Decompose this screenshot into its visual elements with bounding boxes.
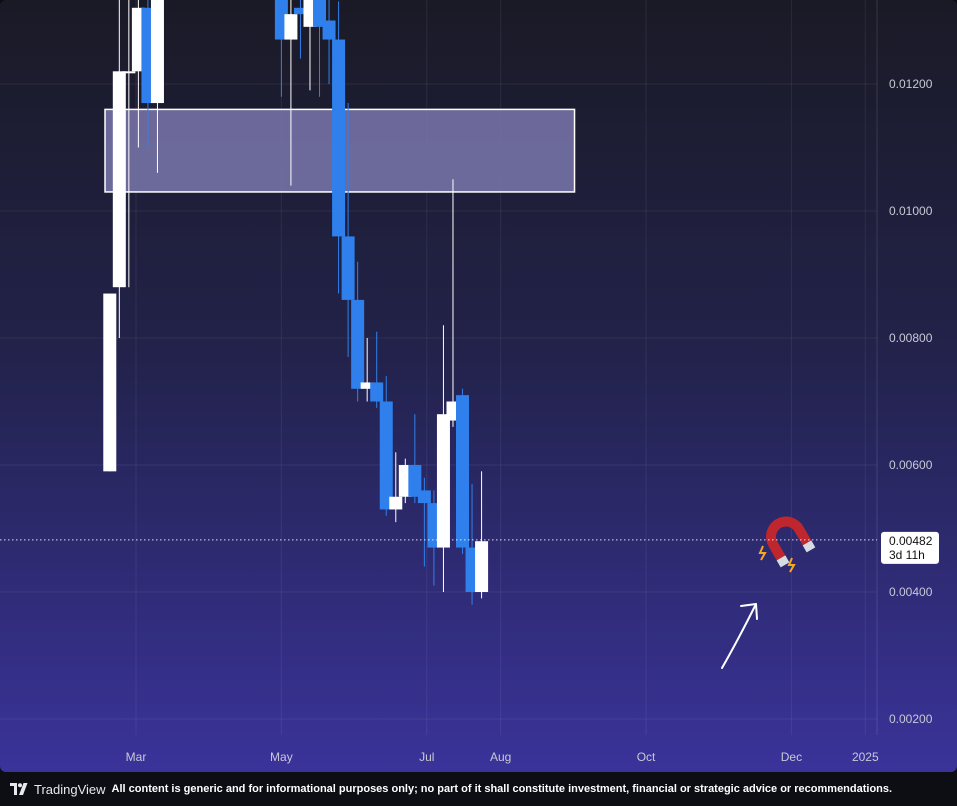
chart-panel: 0.00200 0.00400 0.00600 0.00800 0.01000 0.012… [0, 0, 957, 772]
footer-bar: TradingView All content is generic and f… [0, 772, 957, 806]
x-tick-label: Aug [490, 750, 511, 764]
candle-body [293, 7, 307, 15]
candle [370, 331, 384, 408]
candle [436, 325, 450, 592]
candle [475, 471, 489, 599]
disclaimer-text: All content is generic and for informati… [111, 783, 893, 795]
price-label-box [881, 531, 939, 564]
candle [103, 293, 117, 472]
current-price-label: 0.00482 [889, 534, 933, 548]
candle-body [475, 541, 489, 592]
candle-body [360, 382, 374, 389]
x-tick-label: Jul [419, 750, 434, 764]
candle-body [341, 236, 355, 300]
magnet-pole-right [802, 540, 816, 553]
candle-body [284, 14, 298, 40]
arrow-shaft [721, 603, 757, 669]
candle-body [417, 490, 431, 504]
candle [389, 452, 403, 523]
candle-body [351, 299, 365, 389]
x-tick-label: 2025 [852, 750, 879, 764]
candle-body [370, 382, 384, 402]
candle [360, 338, 374, 402]
candle [379, 376, 393, 516]
candle [122, 0, 136, 288]
candle-body [332, 39, 346, 237]
candle [112, 0, 126, 338]
axes: 0.00200 0.00400 0.00600 0.00800 0.01000 0.012… [0, 0, 939, 764]
brand-name[interactable]: TradingView [34, 781, 106, 797]
annotations [721, 516, 816, 669]
candle-body [112, 71, 126, 288]
candle-body [322, 20, 336, 40]
candle [417, 477, 431, 567]
y-tick-label: 0.01200 [889, 77, 933, 91]
candle-body [150, 0, 164, 104]
candle [341, 103, 355, 358]
x-tick-label: Oct [637, 750, 656, 764]
candle-body [122, 71, 136, 74]
y-tick-label: 0.00400 [889, 585, 933, 599]
magnet-body [766, 516, 812, 561]
candle-body [313, 0, 327, 27]
candle [351, 261, 365, 402]
x-tick-label: Mar [126, 750, 147, 764]
candle-body [103, 293, 117, 472]
candle [322, 0, 336, 84]
candle [293, 0, 307, 59]
candlestick-chart[interactable]: 0.00200 0.00400 0.00600 0.00800 0.01000 0.012… [0, 0, 957, 772]
candles [103, 0, 489, 605]
candle-body [379, 401, 393, 510]
spark-right [787, 557, 796, 573]
candle [284, 0, 298, 186]
candle [150, 0, 164, 173]
candle [408, 414, 422, 504]
arrow-head [740, 603, 758, 620]
candle-body [456, 395, 470, 548]
y-tick-label: 0.00600 [889, 458, 933, 472]
x-tick-label: May [270, 750, 293, 764]
candle-body [389, 496, 403, 510]
magnet-pole-left [776, 555, 790, 568]
arrow-up-right [721, 603, 758, 669]
x-tick-label: Dec [781, 750, 802, 764]
countdown-label: 3d 11h [889, 548, 925, 562]
candle [313, 0, 327, 97]
y-tick-label: 0.01000 [889, 204, 933, 218]
tradingview-logo-icon[interactable] [10, 783, 28, 795]
y-tick-label: 0.00800 [889, 331, 933, 345]
candle [332, 1, 346, 294]
y-tick-label: 0.00200 [889, 712, 933, 726]
magnet-icon [766, 516, 816, 568]
candle-body [408, 465, 422, 497]
candle [446, 179, 460, 427]
candle-body [436, 414, 450, 548]
candle [456, 388, 470, 554]
spark-left [758, 545, 767, 561]
